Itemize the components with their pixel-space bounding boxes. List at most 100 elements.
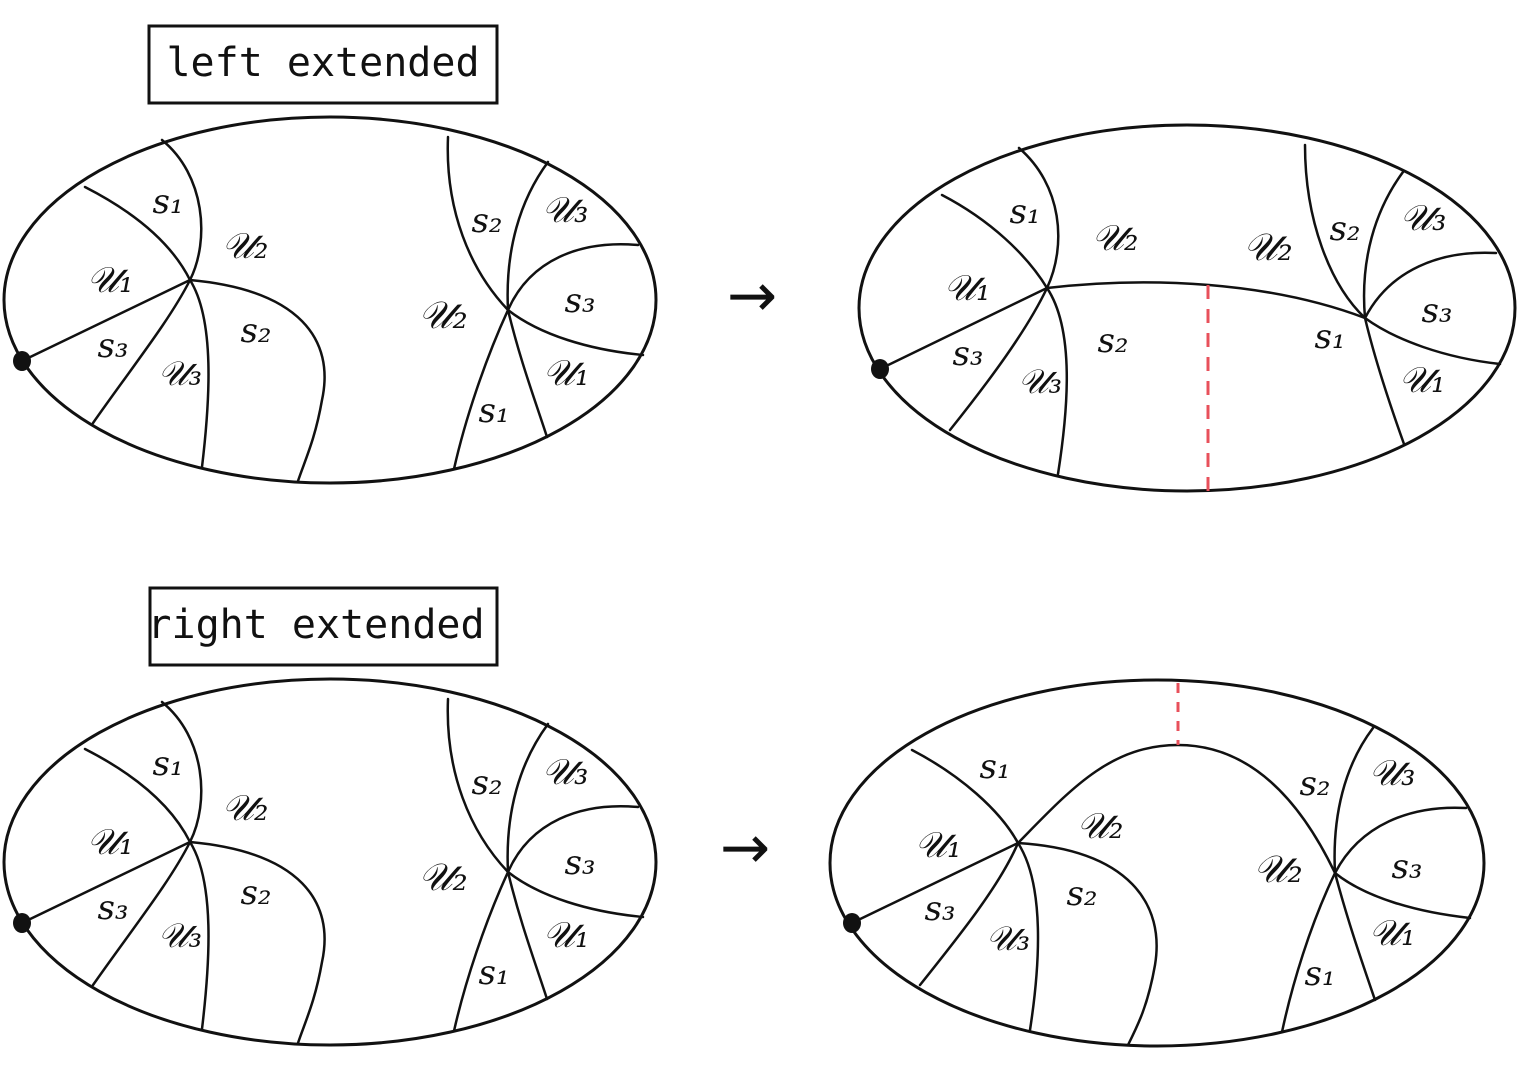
curve-s2-left [188,840,210,1031]
basepoint-dot [13,351,31,371]
line-basepoint [852,841,1020,924]
label-u2: 𝒰₂ [1092,218,1139,259]
ellipse-boundary [828,678,1486,1048]
curve-u3-bottom [91,278,192,425]
curve-s1-br [452,870,510,1033]
label-s1: s₁ [1009,192,1040,232]
curve-u3-tr [1362,170,1405,320]
curve-s2-left [1045,286,1068,476]
label-u2: 𝒰₂ [1253,847,1302,891]
diagram-bottom-left: s₁ 𝒰₂ 𝒰₁ s₃ 𝒰₃ s₂ s₂ 𝒰₃ 𝒰₂ s₃ 𝒰₁ s₁ [2,677,658,1047]
curve-u3-bottom [918,841,1020,987]
label-u2: 𝒰₂ [1077,806,1124,847]
curve-s2-left [1016,841,1040,1032]
label-s3: s₃ [97,326,128,366]
label-s2: s₂ [471,201,502,241]
curve-s1-br [1280,871,1337,1034]
curve-u1-tr [506,870,645,919]
diagram-bottom-right: s₁ 𝒰₂ 𝒰₁ s₃ 𝒰₃ s₂ s₂ 𝒰₃ 𝒰₂ s₃ 𝒰₁ s₁ [828,678,1486,1048]
label-s1: s₁ [1314,317,1345,357]
ellipse-boundary [2,677,658,1047]
curve-u3-tr [1333,726,1375,875]
label-u2: 𝒰₂ [222,788,269,829]
curve-u1-top [83,747,192,844]
title-right-extended: right extended [147,602,484,648]
label-s3: s₃ [564,843,595,883]
label-u1: 𝒰₁ [944,268,991,309]
title-left-extended: left extended [166,40,479,86]
basepoint-dot [13,913,31,933]
label-u3: 𝒰₃ [542,752,589,793]
line-basepoint [22,840,192,924]
basepoint-dot [843,913,861,933]
title-box-left-extended: left extended [147,24,499,105]
label-s1: s₁ [1304,954,1335,994]
curve-s1-top [1017,146,1060,290]
curve-s2-tr [1303,143,1367,320]
line-basepoint [880,286,1049,370]
curve-s1-top [160,700,203,844]
diagram-top-left: s₁ 𝒰₂ 𝒰₁ s₃ 𝒰₃ s₂ s₂ 𝒰₃ 𝒰₂ s₃ 𝒰₁ s₁ [2,115,658,485]
label-s2: s₂ [240,873,271,913]
label-u2: 𝒰₂ [222,226,269,267]
curve-arch [1016,743,1337,875]
label-u1: 𝒰₁ [87,822,134,863]
ellipse-boundary [857,123,1517,493]
curve-u1-top [83,185,192,282]
curve-u1-tr [1333,871,1472,920]
arrow-right: → [727,261,777,331]
label-u1: 𝒰₁ [1399,360,1446,401]
label-s1: s₁ [152,744,183,784]
curve-u3-bottom [91,840,192,987]
curve-u1-br [1333,871,1377,1002]
curve-u1-br [506,308,549,439]
title-box-right-extended: right extended [147,586,499,667]
label-s1: s₁ [478,391,509,431]
label-u3: 𝒰₃ [1369,753,1416,794]
label-s3: s₃ [564,281,595,321]
curve-s1-br [452,308,510,471]
curve-middle [1045,281,1367,320]
curve-s2-tr [446,697,510,874]
label-u3: 𝒰₃ [542,190,589,231]
curve-s2-right [188,278,326,483]
label-s3: s₃ [97,888,128,928]
curve-s3-tr [1363,251,1498,320]
label-s1: s₁ [478,953,509,993]
label-s3: s₃ [952,334,983,374]
label-u2: 𝒰₂ [1243,225,1292,269]
curve-u1-tr [1363,316,1502,366]
curve-u3-bottom [948,286,1049,432]
curve-s3-tr [506,243,640,312]
label-u3: 𝒰₃ [1018,362,1062,402]
label-u2: 𝒰₂ [418,855,467,899]
label-u1: 𝒰₁ [543,353,590,394]
label-s3: s₃ [1421,291,1452,331]
curve-s2-right [188,840,326,1045]
arrow-right: → [720,813,770,883]
curve-s3-tr [1333,806,1468,875]
label-u3: 𝒰₃ [158,354,202,394]
curve-u1-top [940,193,1049,290]
label-s1: s₁ [979,747,1010,787]
line-basepoint [22,278,192,362]
label-u1: 𝒰₁ [1369,913,1416,954]
label-s1: s₁ [152,182,183,222]
label-u3: 𝒰₃ [158,916,202,956]
label-u1: 𝒰₁ [87,260,134,301]
label-s3: s₃ [1391,847,1422,887]
basepoint-dot [871,359,889,379]
label-s2: s₂ [1097,321,1128,361]
label-s2: s₂ [240,311,271,351]
diagram-top-right: s₁ 𝒰₂ 𝒰₂ 𝒰₁ s₃ 𝒰₃ s₂ s₂ 𝒰₃ s₃ s₁ 𝒰₁ [857,123,1517,493]
label-u2: 𝒰₂ [418,293,467,337]
curve-s1-top [160,138,203,282]
label-u1: 𝒰₁ [915,825,962,866]
curve-u1-top [910,748,1020,845]
label-u3: 𝒰₃ [1400,198,1447,239]
label-u3: 𝒰₃ [986,919,1030,959]
ellipse-boundary [2,115,658,485]
curve-u1-br [506,870,549,1001]
label-s2: s₂ [1329,209,1360,249]
